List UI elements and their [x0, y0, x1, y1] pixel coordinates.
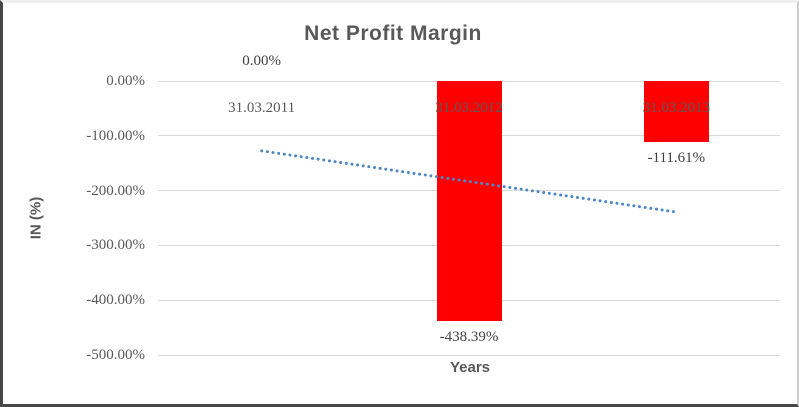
category-label: 31.03.2012 — [435, 100, 503, 116]
y-axis-tick-label: 0.00% — [106, 73, 145, 89]
y-axis-title: IN (%) — [27, 196, 45, 240]
category-label: 31.03.2013 — [642, 100, 711, 116]
trendline[interactable] — [158, 81, 780, 355]
plot-area: 31.03.2011 0.00% 31.03.2012 -438.39% 31.03.2… — [158, 53, 780, 356]
bar-31.03.2013[interactable] — [643, 81, 709, 143]
y-axis-tick-label: -100.00% — [86, 127, 145, 144]
gridline — [158, 354, 780, 356]
category-label: 31.03.2011 — [228, 100, 296, 116]
data-label: -111.61% — [647, 150, 706, 167]
y-axis-tick-label: -400.00% — [86, 292, 145, 309]
chart-title: Net Profit Margin — [304, 22, 482, 45]
bar-31.03.2012[interactable] — [436, 81, 502, 322]
data-label: 0.00% — [242, 53, 282, 69]
y-axis-tick-label: -500.00% — [86, 347, 145, 363]
data-label: -438.39% — [439, 329, 499, 346]
y-axis-tick-label: -300.00% — [86, 237, 145, 254]
trendline-path[interactable] — [260, 149, 678, 214]
y-axis-tick-label: -200.00% — [86, 182, 145, 199]
x-axis-title: Years — [449, 359, 491, 376]
